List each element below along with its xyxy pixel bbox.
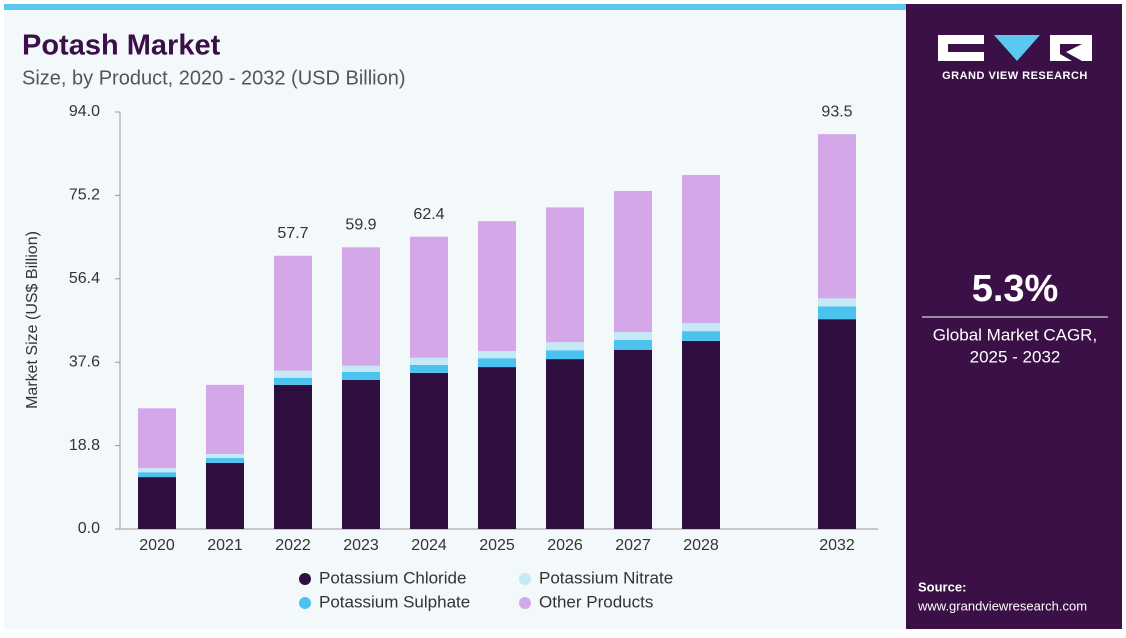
bar-segment — [614, 340, 652, 350]
y-tick-label: 37.6 — [69, 353, 100, 370]
chart-title: Potash Market — [22, 30, 221, 62]
y-tick-label: 75.2 — [69, 187, 100, 204]
brand-name: GRAND VIEW RESEARCH — [942, 70, 1088, 82]
bar-segment — [274, 384, 312, 529]
bar-segment — [682, 174, 720, 324]
x-tick-label: 2021 — [207, 537, 243, 554]
y-tick-label: 94.0 — [69, 103, 100, 120]
bar-segment — [138, 472, 176, 478]
bar-segment — [274, 370, 312, 378]
y-tick-label: 18.8 — [69, 437, 100, 454]
legend-swatch — [519, 597, 531, 609]
bar-segment — [410, 364, 448, 373]
bar-segment — [138, 468, 176, 473]
cagr-label: Global Market CAGR, — [933, 325, 1097, 344]
chart-panel — [4, 4, 906, 629]
bar-segment — [274, 255, 312, 371]
bar-segment — [546, 207, 584, 343]
bar-segment — [274, 377, 312, 385]
bar-segment — [342, 371, 380, 380]
bar-segment — [546, 359, 584, 529]
y-tick-label: 56.4 — [69, 270, 100, 287]
bar-segment — [206, 384, 244, 455]
total-label: 93.5 — [821, 103, 852, 120]
bar-segment — [546, 342, 584, 351]
bar-segment — [410, 372, 448, 529]
total-label: 57.7 — [277, 225, 308, 242]
legend-label: Potassium Sulphate — [319, 592, 470, 611]
legend-swatch — [299, 573, 311, 585]
bar-segment — [614, 332, 652, 341]
cagr-label: 2025 - 2032 — [970, 347, 1061, 366]
total-label: 59.9 — [345, 217, 376, 234]
bar-segment — [682, 323, 720, 332]
x-tick-label: 2023 — [343, 537, 379, 554]
legend-label: Potassium Chloride — [319, 568, 466, 587]
x-tick-label: 2020 — [139, 537, 175, 554]
x-tick-label: 2032 — [819, 537, 855, 554]
bar-segment — [818, 319, 856, 529]
bar-segment — [206, 458, 244, 463]
bar-segment — [410, 236, 448, 358]
top-strip — [4, 4, 906, 10]
x-tick-label: 2025 — [479, 537, 515, 554]
bar-segment — [682, 340, 720, 529]
bar-segment — [478, 221, 516, 352]
legend-swatch — [519, 573, 531, 585]
legend-label: Potassium Nitrate — [539, 568, 673, 587]
logo-mark — [1060, 44, 1082, 61]
bar-segment — [342, 365, 380, 372]
y-axis-label: Market Size (US$ Billion) — [24, 231, 41, 409]
total-label: 62.4 — [413, 206, 444, 223]
bar-segment — [342, 379, 380, 529]
logo-mark — [948, 44, 984, 52]
legend-label: Other Products — [539, 592, 653, 611]
bar-segment — [478, 367, 516, 529]
x-tick-label: 2028 — [683, 537, 719, 554]
bar-segment — [478, 358, 516, 368]
x-tick-label: 2027 — [615, 537, 651, 554]
bar-segment — [138, 408, 176, 469]
bar-segment — [546, 350, 584, 360]
bar-segment — [818, 306, 856, 320]
bar-segment — [206, 454, 244, 459]
legend-swatch — [299, 597, 311, 609]
source-url: www.grandviewresearch.com — [917, 598, 1087, 613]
source-label: Source: — [918, 579, 966, 594]
x-tick-label: 2024 — [411, 537, 447, 554]
bar-segment — [818, 134, 856, 299]
y-tick-label: 0.0 — [78, 520, 100, 537]
x-tick-label: 2022 — [275, 537, 311, 554]
bar-segment — [206, 462, 244, 529]
chart-subtitle: Size, by Product, 2020 - 2032 (USD Billi… — [22, 67, 406, 89]
logo-mark — [994, 35, 1040, 61]
logo — [938, 35, 1092, 61]
bar-segment — [478, 351, 516, 359]
bar-segment — [342, 247, 380, 366]
bar-segment — [410, 357, 448, 365]
bar-segment — [138, 477, 176, 529]
bar-segment — [614, 190, 652, 333]
bar-segment — [818, 298, 856, 307]
x-tick-label: 2026 — [547, 537, 583, 554]
bar-segment — [614, 349, 652, 529]
cagr-value: 5.3% — [972, 268, 1059, 310]
bar-segment — [682, 331, 720, 341]
